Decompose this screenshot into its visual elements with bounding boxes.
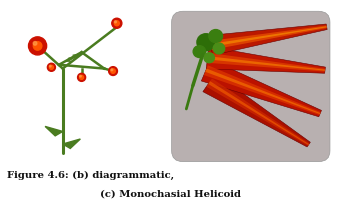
- Circle shape: [197, 34, 215, 51]
- Circle shape: [50, 65, 51, 67]
- Polygon shape: [204, 65, 321, 115]
- Polygon shape: [209, 24, 327, 55]
- Circle shape: [213, 43, 225, 54]
- Circle shape: [78, 73, 86, 81]
- Circle shape: [33, 42, 42, 50]
- Polygon shape: [206, 47, 325, 73]
- FancyBboxPatch shape: [172, 11, 330, 162]
- Polygon shape: [206, 79, 309, 146]
- Polygon shape: [205, 69, 320, 114]
- Text: Figure 4.6: (b) diagrammatic,: Figure 4.6: (b) diagrammatic,: [7, 171, 174, 180]
- Circle shape: [112, 18, 122, 28]
- Circle shape: [33, 42, 37, 45]
- Polygon shape: [203, 73, 310, 147]
- Circle shape: [114, 21, 116, 23]
- Polygon shape: [207, 56, 325, 71]
- Circle shape: [49, 65, 53, 69]
- Polygon shape: [63, 139, 80, 149]
- Polygon shape: [210, 26, 327, 50]
- Polygon shape: [210, 26, 327, 47]
- Polygon shape: [208, 81, 309, 145]
- Circle shape: [111, 69, 115, 73]
- Polygon shape: [207, 53, 325, 72]
- Circle shape: [109, 67, 117, 75]
- Circle shape: [114, 21, 119, 26]
- Text: (c) Monochasial Helicoid: (c) Monochasial Helicoid: [100, 189, 240, 198]
- Circle shape: [80, 75, 81, 77]
- Circle shape: [29, 37, 47, 55]
- Circle shape: [47, 63, 55, 71]
- Circle shape: [111, 69, 113, 71]
- Polygon shape: [201, 59, 322, 117]
- Polygon shape: [45, 126, 63, 136]
- Circle shape: [204, 53, 215, 63]
- Circle shape: [193, 46, 206, 58]
- Circle shape: [209, 30, 223, 43]
- Circle shape: [80, 75, 84, 79]
